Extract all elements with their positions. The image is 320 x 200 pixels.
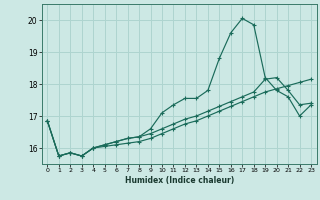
X-axis label: Humidex (Indice chaleur): Humidex (Indice chaleur) xyxy=(124,176,234,185)
